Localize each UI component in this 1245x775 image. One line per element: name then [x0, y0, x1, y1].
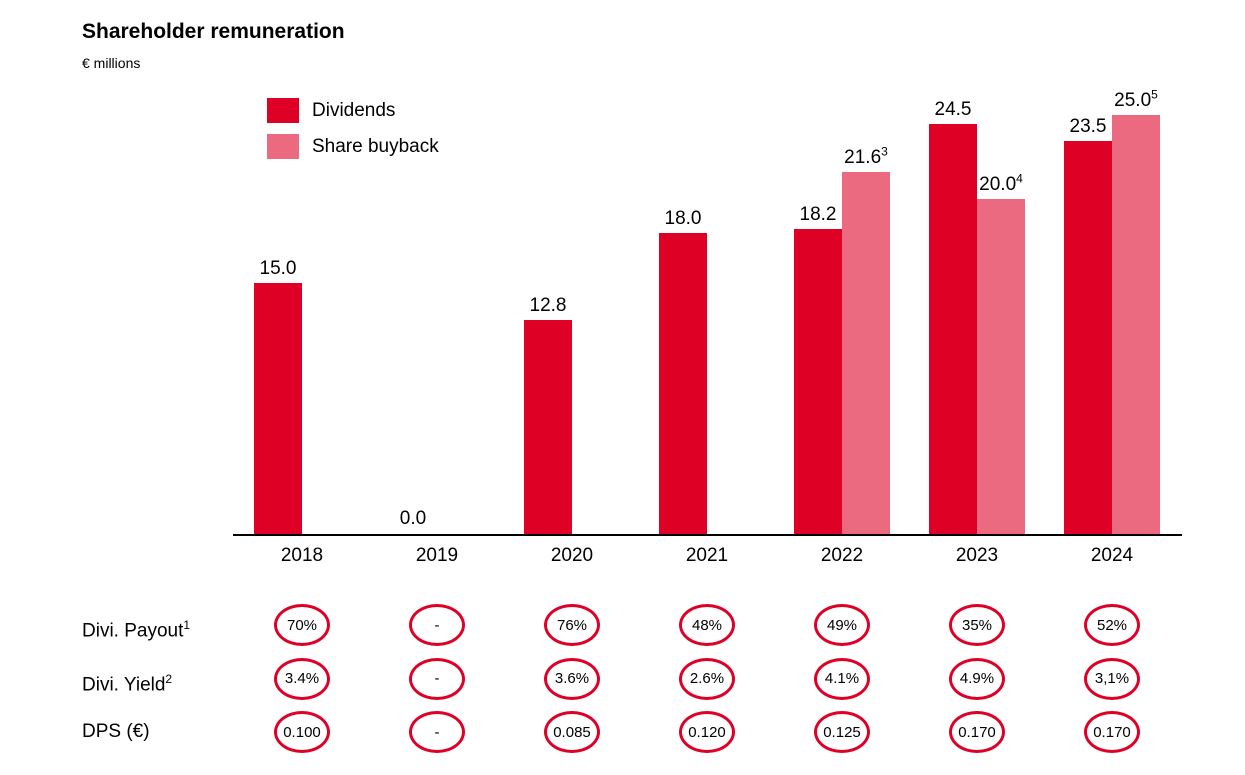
year-label-2022: 2022	[820, 545, 864, 566]
metric-badge-row0-2023: 35%	[949, 604, 1005, 646]
year-label-2020: 2020	[550, 545, 594, 566]
metric-badge-row0-2020: 76%	[544, 604, 600, 646]
metric-badge-value: 0.125	[823, 723, 861, 741]
metric-badge-value: 0.085	[553, 723, 591, 741]
metric-badge-value: 3.4%	[284, 670, 320, 687]
year-label-2023: 2023	[955, 545, 999, 566]
metric-badge-value: -	[434, 723, 440, 741]
chart-legend: Dividends Share buyback	[267, 98, 439, 170]
bar-value-label-buyback-2024: 25.05	[1114, 87, 1158, 111]
bar-value-label-dividends-2021: 18.0	[664, 208, 702, 229]
metric-badge-value: 52%	[1096, 616, 1128, 634]
metric-badge-value: 4.9%	[959, 670, 995, 687]
year-label-2024: 2024	[1090, 545, 1134, 566]
bar-value-label-dividends-2020: 12.8	[529, 295, 567, 316]
bar-value-label-dividends-2019: 0.0	[399, 508, 427, 529]
legend-item-share-buyback: Share buyback	[267, 134, 439, 159]
metric-badge-row2-2018: 0.100	[274, 711, 330, 753]
metric-badge-value: 48%	[691, 616, 723, 634]
metric-badge-value: 0.100	[283, 723, 321, 741]
metric-badge-row2-2020: 0.085	[544, 711, 600, 753]
bar-dividends-2018	[254, 283, 302, 534]
metric-row-label-0: Divi. Payout1	[82, 618, 191, 642]
metric-badge-value: 0.170	[958, 723, 996, 741]
chart-units-label: € millions	[82, 55, 141, 71]
metric-badge-value: 2.6%	[689, 670, 725, 687]
year-label-2019: 2019	[415, 545, 459, 566]
x-axis-labels: 2018 2019 2020 2021 2022 2023 2024	[233, 545, 1182, 569]
metric-badge-value: -	[434, 616, 440, 634]
bar-dividends-2020	[524, 320, 572, 534]
metric-badge-value: 0.170	[1093, 723, 1131, 741]
metric-badge-row2-2023: 0.170	[949, 711, 1005, 753]
metric-badge-value: 3.6%	[554, 670, 590, 687]
bar-dividends-2022	[794, 229, 842, 534]
metric-badge-value: -	[434, 670, 440, 687]
bar-buyback-2023	[977, 199, 1025, 534]
legend-label-dividends: Dividends	[312, 99, 396, 121]
metric-badge-row2-2022: 0.125	[814, 711, 870, 753]
metric-badge-value: 49%	[826, 616, 858, 634]
bar-value-label-buyback-2023: 20.04	[979, 171, 1023, 195]
bar-value-label-dividends-2024: 23.5	[1069, 116, 1107, 137]
bar-value-label-buyback-2022: 21.63	[844, 144, 888, 168]
plot-area: 15.0 0.0 12.8 18.0 18.2 21.63 24.5 20.04 23.5 25.…	[233, 84, 1182, 536]
metric-badge-value: 0.120	[688, 723, 726, 741]
metric-badge-row0-2022: 49%	[814, 604, 870, 646]
bar-dividends-2024	[1064, 141, 1112, 534]
metric-row-label-2: DPS (€)	[82, 721, 150, 742]
bar-dividends-2021	[659, 233, 707, 534]
metric-badge-row0-2019: -	[409, 604, 465, 646]
share-buyback-swatch-icon	[267, 134, 299, 159]
chart-title: Shareholder remuneration	[82, 20, 345, 43]
dividends-swatch-icon	[267, 98, 299, 123]
legend-label-share-buyback: Share buyback	[312, 135, 439, 157]
bar-dividends-2023	[929, 124, 977, 534]
metric-badge-value: 76%	[556, 616, 588, 634]
metric-badge-row2-2021: 0.120	[679, 711, 735, 753]
bar-value-label-dividends-2022: 18.2	[799, 204, 837, 225]
metric-badge-row1-2020: 3.6%	[544, 657, 600, 700]
metric-badge-row0-2018: 70%	[274, 604, 330, 646]
metric-badge-row1-2022: 4.1%	[814, 657, 870, 700]
bar-buyback-2022	[842, 172, 890, 534]
metric-badge-value: 35%	[961, 616, 993, 634]
metric-badge-row2-2019: -	[409, 711, 465, 753]
metric-badge-row0-2021: 48%	[679, 604, 735, 646]
metric-row-label-1: Divi. Yield2	[82, 671, 173, 695]
metric-badge-row1-2021: 2.6%	[679, 657, 735, 700]
legend-item-dividends: Dividends	[267, 98, 439, 123]
metric-badge-row1-2018: 3.4%	[274, 657, 330, 700]
metric-badge-row0-2024: 52%	[1084, 604, 1140, 646]
metric-badge-value: 4.1%	[824, 670, 860, 687]
metric-badge-value: 70%	[286, 616, 318, 634]
bar-value-label-dividends-2018: 15.0	[259, 258, 297, 279]
bar-value-label-dividends-2023: 24.5	[934, 99, 972, 120]
x-axis-line	[233, 534, 1182, 536]
bar-buyback-2024	[1112, 115, 1160, 534]
metric-badge-row1-2019: -	[409, 657, 465, 700]
metric-badge-row1-2024: 3,1%	[1084, 657, 1140, 700]
year-label-2021: 2021	[685, 545, 729, 566]
year-label-2018: 2018	[280, 545, 324, 566]
metric-badge-row1-2023: 4.9%	[949, 657, 1005, 700]
metric-badge-value: 3,1%	[1094, 670, 1130, 687]
metric-badge-row2-2024: 0.170	[1084, 711, 1140, 753]
